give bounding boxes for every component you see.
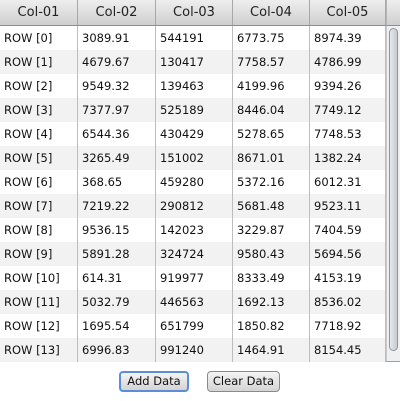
table-cell[interactable]: 8154.45 xyxy=(310,338,386,362)
table-cell[interactable]: 9580.43 xyxy=(233,242,310,266)
table-cell[interactable]: ROW [11] xyxy=(0,290,78,314)
table-cell[interactable]: 8333.49 xyxy=(233,266,310,290)
table-row[interactable]: ROW [11] 5032.79 446563 1692.13 8536.02 xyxy=(0,290,386,314)
table-cell[interactable]: 525189 xyxy=(156,98,233,122)
table-cell[interactable]: 7377.97 xyxy=(78,98,156,122)
table-cell[interactable]: ROW [7] xyxy=(0,194,78,218)
table-cell[interactable]: 4199.96 xyxy=(233,74,310,98)
table-cell[interactable]: 3265.49 xyxy=(78,146,156,170)
table-row[interactable]: ROW [9] 5891.28 324724 9580.43 5694.56 xyxy=(0,242,386,266)
table-cell[interactable]: 651799 xyxy=(156,314,233,338)
scrollbar-thumb[interactable] xyxy=(389,28,398,351)
table-cell[interactable]: 446563 xyxy=(156,290,233,314)
table-row[interactable]: ROW [0] 3089.91 544191 6773.75 8974.39 xyxy=(0,26,386,50)
table-cell[interactable]: 6544.36 xyxy=(78,122,156,146)
table-row[interactable]: ROW [8] 9536.15 142023 3229.87 7404.59 xyxy=(0,218,386,242)
table-row[interactable]: ROW [2] 9549.32 139463 4199.96 9394.26 xyxy=(0,74,386,98)
table-cell[interactable]: 7718.92 xyxy=(310,314,386,338)
table-cell[interactable]: 290812 xyxy=(156,194,233,218)
table-cell[interactable]: 3229.87 xyxy=(233,218,310,242)
column-header-col-02[interactable]: Col-02 xyxy=(78,0,156,25)
table-cell[interactable]: 6996.83 xyxy=(78,338,156,362)
table-cell[interactable]: 1850.82 xyxy=(233,314,310,338)
table-body: ROW [0] 3089.91 544191 6773.75 8974.39 ROW [1… xyxy=(0,26,386,362)
table-cell[interactable]: 7404.59 xyxy=(310,218,386,242)
table-cell[interactable]: 368.65 xyxy=(78,170,156,194)
table-row[interactable]: ROW [6] 368.65 459280 5372.16 6012.31 xyxy=(0,170,386,194)
table-cell[interactable]: ROW [12] xyxy=(0,314,78,338)
table-cell[interactable]: 991240 xyxy=(156,338,233,362)
table-row[interactable]: ROW [1] 4679.67 130417 7758.57 4786.99 xyxy=(0,50,386,74)
table-cell[interactable]: ROW [6] xyxy=(0,170,78,194)
table-row[interactable]: ROW [5] 3265.49 151002 8671.01 1382.24 xyxy=(0,146,386,170)
table-row[interactable]: ROW [12] 1695.54 651799 1850.82 7718.92 xyxy=(0,314,386,338)
table-cell[interactable]: ROW [5] xyxy=(0,146,78,170)
table-cell[interactable]: ROW [1] xyxy=(0,50,78,74)
table-cell[interactable]: 7219.22 xyxy=(78,194,156,218)
table-cell[interactable]: 9549.32 xyxy=(78,74,156,98)
table-cell[interactable]: 4153.19 xyxy=(310,266,386,290)
table-cell[interactable]: 4679.67 xyxy=(78,50,156,74)
table-cell[interactable]: 7748.53 xyxy=(310,122,386,146)
table-cell[interactable]: 1464.91 xyxy=(233,338,310,362)
header-corner xyxy=(386,0,400,26)
table-cell[interactable]: 4786.99 xyxy=(310,50,386,74)
table-row[interactable]: ROW [3] 7377.97 525189 8446.04 7749.12 xyxy=(0,98,386,122)
table-cell[interactable]: 9536.15 xyxy=(78,218,156,242)
column-header-col-03[interactable]: Col-03 xyxy=(156,0,233,25)
table-cell[interactable]: 7749.12 xyxy=(310,98,386,122)
column-header-col-05[interactable]: Col-05 xyxy=(310,0,386,25)
table-cell[interactable]: 6773.75 xyxy=(233,26,310,50)
table-cell[interactable]: 8446.04 xyxy=(233,98,310,122)
clear-data-button[interactable]: Clear Data xyxy=(207,371,280,392)
table-cell[interactable]: ROW [9] xyxy=(0,242,78,266)
table-cell[interactable]: ROW [3] xyxy=(0,98,78,122)
table-cell[interactable]: 142023 xyxy=(156,218,233,242)
table-cell[interactable]: 1382.24 xyxy=(310,146,386,170)
table-cell[interactable]: ROW [13] xyxy=(0,338,78,362)
table-cell[interactable]: 8974.39 xyxy=(310,26,386,50)
table-cell[interactable]: ROW [10] xyxy=(0,266,78,290)
table-cell[interactable]: 8671.01 xyxy=(233,146,310,170)
table-cell[interactable]: 5278.65 xyxy=(233,122,310,146)
table-row[interactable]: ROW [7] 7219.22 290812 5681.48 9523.11 xyxy=(0,194,386,218)
table-cell[interactable]: ROW [4] xyxy=(0,122,78,146)
table-header: Col-01 Col-02 Col-03 Col-04 Col-05 xyxy=(0,0,386,26)
table-row[interactable]: ROW [10] 614.31 919977 8333.49 4153.19 xyxy=(0,266,386,290)
table-cell[interactable]: 1695.54 xyxy=(78,314,156,338)
table-cell[interactable]: 8536.02 xyxy=(310,290,386,314)
table-cell[interactable]: 130417 xyxy=(156,50,233,74)
table-cell[interactable]: ROW [0] xyxy=(0,26,78,50)
data-table: Col-01 Col-02 Col-03 Col-04 Col-05 ROW [… xyxy=(0,0,400,362)
table-cell[interactable]: ROW [8] xyxy=(0,218,78,242)
column-header-col-01[interactable]: Col-01 xyxy=(0,0,78,25)
table-cell[interactable]: 5694.56 xyxy=(310,242,386,266)
table-cell[interactable]: 7758.57 xyxy=(233,50,310,74)
table-cell[interactable]: 324724 xyxy=(156,242,233,266)
table-cell[interactable]: 9394.26 xyxy=(310,74,386,98)
table-cell[interactable]: 5681.48 xyxy=(233,194,310,218)
table-cell[interactable]: 5032.79 xyxy=(78,290,156,314)
table-cell[interactable]: 3089.91 xyxy=(78,26,156,50)
table-cell[interactable]: 9523.11 xyxy=(310,194,386,218)
table-cell[interactable]: 1692.13 xyxy=(233,290,310,314)
table-cell[interactable]: 614.31 xyxy=(78,266,156,290)
table-cell[interactable]: 5891.28 xyxy=(78,242,156,266)
table-cell[interactable]: 6012.31 xyxy=(310,170,386,194)
table-cell[interactable]: 544191 xyxy=(156,26,233,50)
table-row[interactable]: ROW [4] 6544.36 430429 5278.65 7748.53 xyxy=(0,122,386,146)
table-cell[interactable]: 459280 xyxy=(156,170,233,194)
table-cell[interactable]: 5372.16 xyxy=(233,170,310,194)
table-cell[interactable]: 151002 xyxy=(156,146,233,170)
table-cell[interactable]: ROW [2] xyxy=(0,74,78,98)
table-cell[interactable]: 139463 xyxy=(156,74,233,98)
table-row[interactable]: ROW [13] 6996.83 991240 1464.91 8154.45 xyxy=(0,338,386,362)
vertical-scrollbar[interactable] xyxy=(386,26,400,361)
table-cell[interactable]: 430429 xyxy=(156,122,233,146)
table-cell[interactable]: 919977 xyxy=(156,266,233,290)
add-data-button[interactable]: Add Data xyxy=(119,371,189,392)
column-header-col-04[interactable]: Col-04 xyxy=(233,0,310,25)
